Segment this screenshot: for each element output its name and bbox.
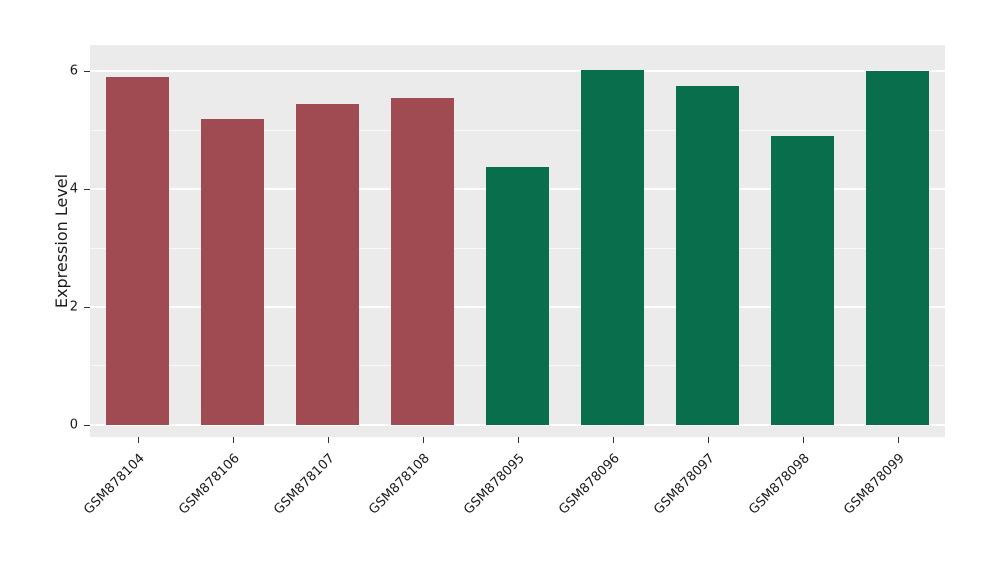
minor-gridline xyxy=(90,129,945,131)
y-tick-label: 0 xyxy=(69,417,78,433)
x-tick-label-GSM878097: GSM878097 xyxy=(651,451,719,518)
bar-GSM878098 xyxy=(771,136,834,425)
x-tick-label-GSM878096: GSM878096 xyxy=(556,451,624,518)
bar-GSM878106 xyxy=(201,118,264,425)
x-tick-label-GSM878095: GSM878095 xyxy=(461,451,529,518)
bar-GSM878097 xyxy=(676,86,739,425)
y-tick-mark xyxy=(84,71,90,73)
x-tick-label-GSM878108: GSM878108 xyxy=(366,451,434,518)
x-tick-mark xyxy=(137,437,139,443)
y-tick-mark xyxy=(84,306,90,308)
x-tick-label-GSM878107: GSM878107 xyxy=(271,451,339,518)
bar-GSM878108 xyxy=(391,97,454,425)
y-tick-mark xyxy=(84,424,90,426)
y-tick-mark xyxy=(84,189,90,191)
x-tick-mark xyxy=(707,437,709,443)
major-gridline xyxy=(90,70,945,73)
x-tick-label-GSM878099: GSM878099 xyxy=(841,451,909,518)
bar-GSM878096 xyxy=(581,70,644,425)
x-tick-mark xyxy=(612,437,614,443)
plot-panel xyxy=(90,45,945,437)
x-tick-label-GSM878098: GSM878098 xyxy=(746,451,814,518)
x-tick-label-GSM878104: GSM878104 xyxy=(81,451,149,518)
x-tick-mark xyxy=(327,437,329,443)
y-tick-label: 6 xyxy=(69,63,78,79)
bar-GSM878104 xyxy=(106,77,169,425)
y-tick-label: 4 xyxy=(69,181,78,197)
x-tick-mark xyxy=(897,437,899,443)
x-tick-label-GSM878106: GSM878106 xyxy=(176,451,244,518)
x-tick-mark xyxy=(517,437,519,443)
bar-GSM878107 xyxy=(296,103,359,425)
x-tick-mark xyxy=(232,437,234,443)
bar-GSM878095 xyxy=(486,167,549,425)
bar-GSM878099 xyxy=(866,71,929,425)
major-gridline xyxy=(90,423,945,426)
x-tick-mark xyxy=(422,437,424,443)
x-tick-mark xyxy=(802,437,804,443)
y-tick-label: 2 xyxy=(69,299,78,315)
